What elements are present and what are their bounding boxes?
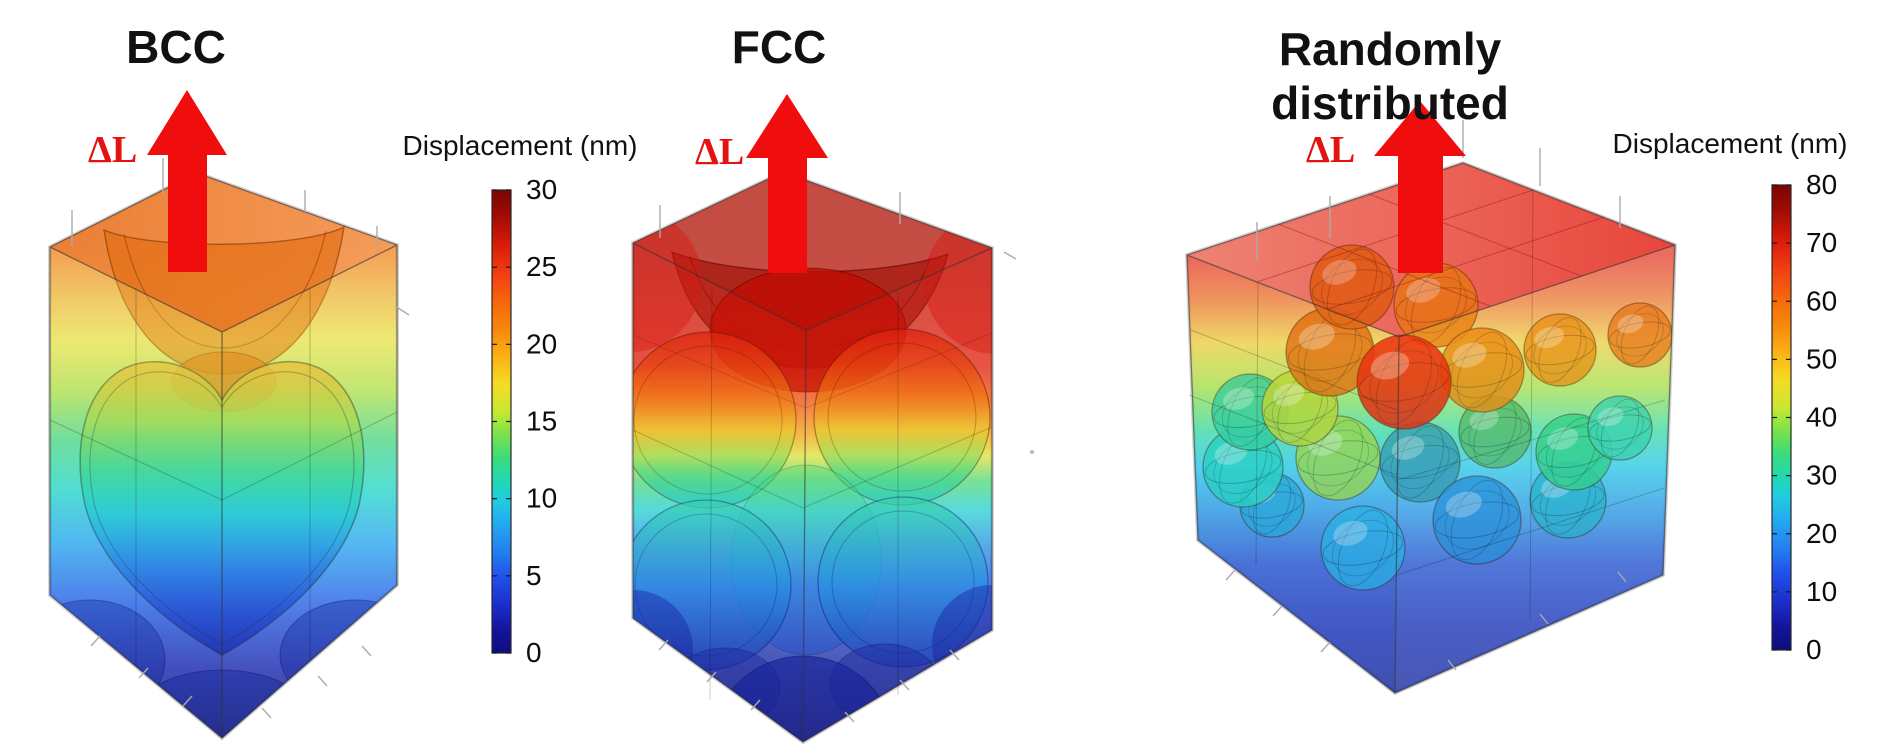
colorbar-tick-label: 20 [526, 328, 557, 359]
colorbar-tick-label: 60 [1806, 285, 1837, 316]
random-axis-ticks [1225, 120, 1627, 671]
colorbar-right-title: Displacement (nm) [1612, 128, 1848, 159]
bcc-axis-ticks [71, 158, 410, 719]
fcc-model [631, 169, 1034, 745]
colorbar-tick-label: 20 [1806, 518, 1837, 549]
panel-title-fcc: FCC [731, 21, 827, 73]
delta-l-arrows [147, 90, 1466, 273]
delta-l-label-bcc: ΔL [88, 129, 138, 171]
colorbar-left-title: Displacement (nm) [402, 130, 638, 161]
colorbar-tick-label: 15 [526, 406, 557, 437]
colorbar-tick-label: 0 [526, 637, 542, 668]
random-model [1184, 120, 1678, 696]
random-arrow-icon [1374, 101, 1466, 273]
colorbar-tick-label: 25 [526, 251, 557, 282]
colorbar-tick-label: 50 [1806, 343, 1837, 374]
colorbar-tick-label: 70 [1806, 227, 1837, 258]
colorbar-tick-label: 0 [1806, 634, 1822, 665]
colorbar-tick-label: 10 [526, 483, 557, 514]
colorbar-tick-label: 80 [1806, 169, 1837, 200]
delta-l-label-random: ΔL [1306, 129, 1356, 171]
colorbar-tick-label: 5 [526, 560, 542, 591]
fcc-axis-ticks [658, 192, 1017, 723]
panel-title-random: Randomly distributed [1271, 23, 1509, 129]
panel-title-bcc: BCC [126, 21, 226, 73]
bcc-model [48, 158, 410, 741]
colorbar-tick-label: 30 [526, 174, 557, 205]
bcc-arrow-icon [147, 90, 227, 272]
colorbar-left: 30 25 20 15 10 5 0 [491, 174, 557, 668]
colorbar-tick-label: 10 [1806, 576, 1837, 607]
colorbar-tick-label: 40 [1806, 402, 1837, 433]
colorbar-right: 80 70 60 50 40 30 20 10 0 [1771, 169, 1837, 665]
colorbar-tick-label: 30 [1806, 460, 1837, 491]
fcc-arrow-icon [746, 94, 828, 273]
delta-l-label-fcc: ΔL [695, 131, 745, 173]
